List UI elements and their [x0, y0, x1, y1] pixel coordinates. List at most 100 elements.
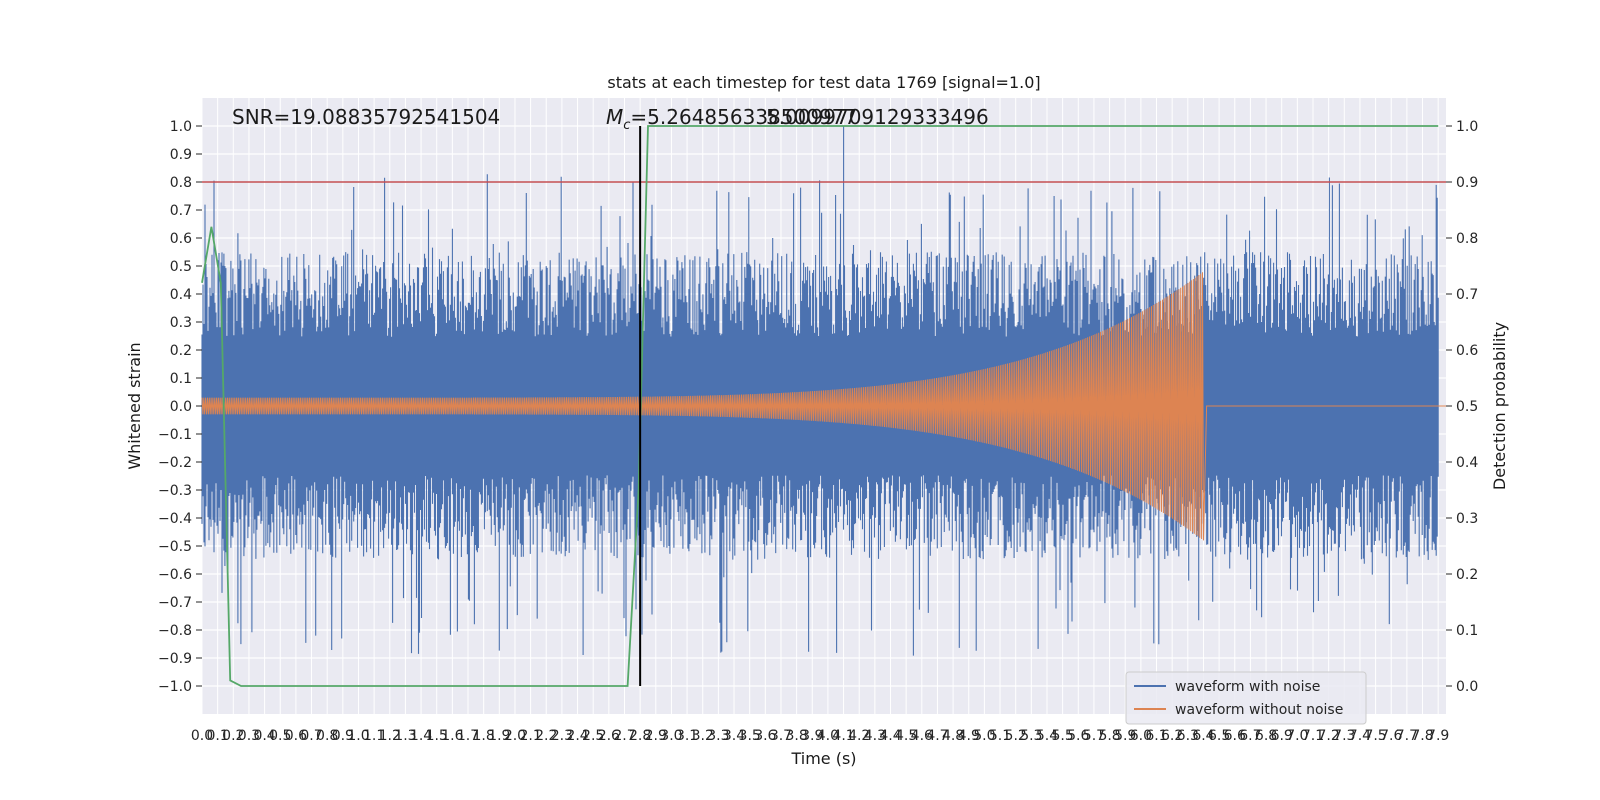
- x-tick-label: 3.9: [801, 728, 823, 744]
- x-tick-label: 7.8: [1411, 728, 1433, 744]
- x-tick-label: 1.2: [379, 728, 401, 744]
- x-tick-label: 4.1: [832, 728, 854, 744]
- y2-tick-label: 0.6: [1456, 343, 1478, 359]
- x-tick-label: 5.3: [1020, 728, 1042, 744]
- x-tick-label: 5.4: [1036, 728, 1058, 744]
- x-tick-label: 4.4: [879, 728, 901, 744]
- x-tick-label: 3.1: [676, 728, 698, 744]
- x-axis-label: Time (s): [790, 749, 856, 768]
- y-tick-label: 0.6: [170, 231, 192, 247]
- y2-tick-label: 1.0: [1456, 119, 1478, 135]
- x-tick-label: 7.4: [1349, 728, 1371, 744]
- x-tick-label: 5.2: [1005, 728, 1027, 744]
- x-tick-label: 1.6: [441, 728, 463, 744]
- x-tick-label: 3.5: [739, 728, 761, 744]
- x-tick-label: 3.2: [692, 728, 714, 744]
- x-tick-label: 2.8: [629, 728, 651, 744]
- y2-tick-label: 0.5: [1456, 399, 1478, 415]
- x-tick-label: 0.3: [238, 728, 260, 744]
- x-tick-label: 7.0: [1286, 728, 1308, 744]
- y-tick-label: −0.9: [158, 651, 192, 667]
- x-tick-label: 1.0: [347, 728, 369, 744]
- x-tick-label: 7.2: [1318, 728, 1340, 744]
- y-tick-label: 0.0: [170, 399, 192, 415]
- x-tick-label: 3.4: [723, 728, 745, 744]
- x-tick-label: 0.7: [300, 728, 322, 744]
- x-tick-label: 5.5: [1051, 728, 1073, 744]
- x-tick-label: 7.7: [1396, 728, 1418, 744]
- legend-box: [1125, 671, 1367, 725]
- x-tick-label: 6.9: [1271, 728, 1293, 744]
- x-tick-label: 6.0: [1130, 728, 1152, 744]
- x-tick-label: 6.8: [1255, 728, 1277, 744]
- x-tick-label: 1.8: [473, 728, 495, 744]
- x-tick-label: 4.8: [942, 728, 964, 744]
- series-detection-probability: [201, 125, 1439, 687]
- y-tick-label: −0.6: [158, 567, 192, 583]
- mc-subscript: c: [623, 118, 630, 133]
- x-tick-label: 2.3: [551, 728, 573, 744]
- mc-value: =5.264856338500977: [630, 105, 857, 129]
- y-tick-label: −0.3: [158, 483, 192, 499]
- snr-annotation: SNR=19.08835792541504: [232, 105, 500, 129]
- y2-tick-label: 0.9: [1456, 175, 1478, 191]
- x-tick-label: 0.2: [222, 728, 244, 744]
- x-tick-label: 7.1: [1302, 728, 1324, 744]
- legend-label-noise: waveform with noise: [1175, 679, 1320, 695]
- x-tick-label: 7.5: [1364, 728, 1386, 744]
- y2-tick-label: 0.7: [1456, 287, 1478, 303]
- y-tick-label: 0.4: [170, 287, 192, 303]
- y-tick-label: −0.7: [158, 595, 192, 611]
- x-tick-label: 4.0: [817, 728, 839, 744]
- y-tick-label: −0.4: [158, 511, 192, 527]
- y-tick-label: 0.5: [170, 259, 192, 275]
- y2-tick-label: 0.8: [1456, 231, 1478, 247]
- x-tick-label: 1.7: [457, 728, 479, 744]
- x-tick-label: 5.9: [1114, 728, 1136, 744]
- x-tick-label: 5.1: [989, 728, 1011, 744]
- x-tick-label: 1.3: [394, 728, 416, 744]
- chirp-mass-overlap-annotation: 5.0099709129333496: [766, 105, 989, 129]
- y-tick-label: −0.5: [158, 539, 192, 555]
- y-tick-label: 0.3: [170, 315, 192, 331]
- x-axis-ticks: 0.00.10.20.30.40.50.60.70.80.91.01.11.21…: [191, 728, 1449, 744]
- x-tick-label: 1.9: [488, 728, 510, 744]
- x-tick-label: 1.1: [363, 728, 385, 744]
- x-tick-label: 0.8: [316, 728, 338, 744]
- x-tick-label: 7.6: [1380, 728, 1402, 744]
- y-axis-ticks: 1.0 0.9 0.8 0.7 0.6 0.5 0.4 0.3 0.2 0.1 0.0 −0.1 −0.…: [158, 119, 202, 695]
- x-tick-label: 3.3: [707, 728, 729, 744]
- y2-tick-label: 0.0: [1456, 679, 1478, 695]
- y-tick-label: 0.8: [170, 175, 192, 191]
- y2-tick-label: 0.2: [1456, 567, 1478, 583]
- x-tick-label: 2.2: [535, 728, 557, 744]
- y-tick-label: 0.1: [170, 371, 192, 387]
- x-tick-label: 2.6: [598, 728, 620, 744]
- chart-title: stats at each timestep for test data 176…: [607, 73, 1040, 92]
- x-tick-label: 0.6: [285, 728, 307, 744]
- x-tick-label: 4.6: [911, 728, 933, 744]
- x-tick-label: 6.6: [1224, 728, 1246, 744]
- x-tick-label: 5.6: [1067, 728, 1089, 744]
- series-waveform-without-noise: [201, 272, 1446, 541]
- x-tick-label: 0.0: [191, 728, 213, 744]
- y-tick-label: −1.0: [158, 679, 192, 695]
- x-tick-label: 6.1: [1145, 728, 1167, 744]
- x-tick-label: 2.4: [566, 728, 588, 744]
- x-tick-label: 0.1: [207, 728, 229, 744]
- y-tick-label: 0.9: [170, 147, 192, 163]
- x-tick-label: 7.3: [1333, 728, 1355, 744]
- y-tick-label: 0.2: [170, 343, 192, 359]
- x-tick-label: 6.7: [1239, 728, 1261, 744]
- x-tick-label: 2.0: [504, 728, 526, 744]
- x-tick-label: 5.8: [1098, 728, 1120, 744]
- x-tick-label: 4.9: [958, 728, 980, 744]
- chirp-mass-annotation: Mc=5.264856338500977: [606, 105, 857, 133]
- x-tick-label: 6.2: [1161, 728, 1183, 744]
- x-tick-label: 3.7: [770, 728, 792, 744]
- y-tick-label: 1.0: [170, 119, 192, 135]
- x-tick-label: 4.5: [895, 728, 917, 744]
- y2-tick-label: 0.4: [1456, 455, 1478, 471]
- x-tick-label: 2.7: [613, 728, 635, 744]
- x-tick-label: 6.4: [1192, 728, 1214, 744]
